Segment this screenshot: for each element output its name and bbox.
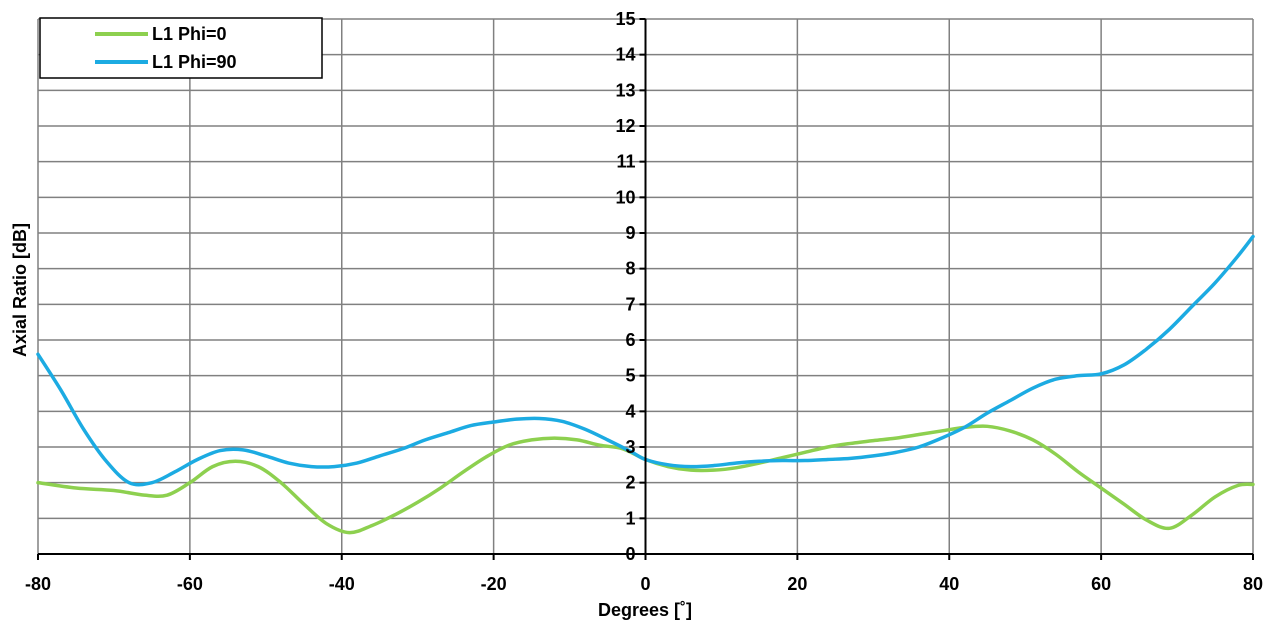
y-tick-label: 12 <box>615 116 635 136</box>
y-tick-label: 0 <box>625 544 635 564</box>
y-tick-label: 2 <box>625 473 635 493</box>
y-tick-label: 14 <box>615 45 635 65</box>
y-tick-label: 5 <box>625 366 635 386</box>
legend-box <box>39 17 323 79</box>
y-tick-label: 13 <box>615 80 635 100</box>
x-axis-title: Degrees [˚] <box>598 600 692 620</box>
y-tick-label: 15 <box>615 9 635 29</box>
tick-labels: -80 -60 -40 -20 0 20 40 60 800123456789101112131… <box>25 9 1263 594</box>
axes <box>37 18 1254 560</box>
y-tick-label: 3 <box>625 437 635 457</box>
x-tick-label: 80 <box>1243 574 1263 594</box>
legend: L1 Phi=0 L1 Phi=90 <box>39 17 323 79</box>
x-tick-label: 40 <box>939 574 959 594</box>
y-tick-label: 10 <box>615 187 635 207</box>
legend-label-l1-phi-90: L1 Phi=90 <box>152 52 237 72</box>
x-tick-label: -60 <box>177 574 203 594</box>
x-tick-label: -20 <box>481 574 507 594</box>
y-tick-label: 8 <box>625 259 635 279</box>
y-tick-label: 1 <box>625 508 635 528</box>
y-tick-label: 6 <box>625 330 635 350</box>
y-tick-label: 4 <box>625 401 635 421</box>
x-tick-label: 60 <box>1091 574 1111 594</box>
legend-label-l1-phi-0: L1 Phi=0 <box>152 24 227 44</box>
y-tick-label: 7 <box>625 294 635 314</box>
y-tick-label: 11 <box>616 152 635 172</box>
y-axis-title: Axial Ratio [dB] <box>10 223 30 357</box>
x-tick-label: -80 <box>25 574 51 594</box>
y-tick-label: 9 <box>625 223 635 243</box>
x-tick-label: 0 <box>640 574 650 594</box>
x-tick-label: -40 <box>329 574 355 594</box>
series-line-0 <box>36 424 1255 535</box>
x-tick-label: 20 <box>787 574 807 594</box>
